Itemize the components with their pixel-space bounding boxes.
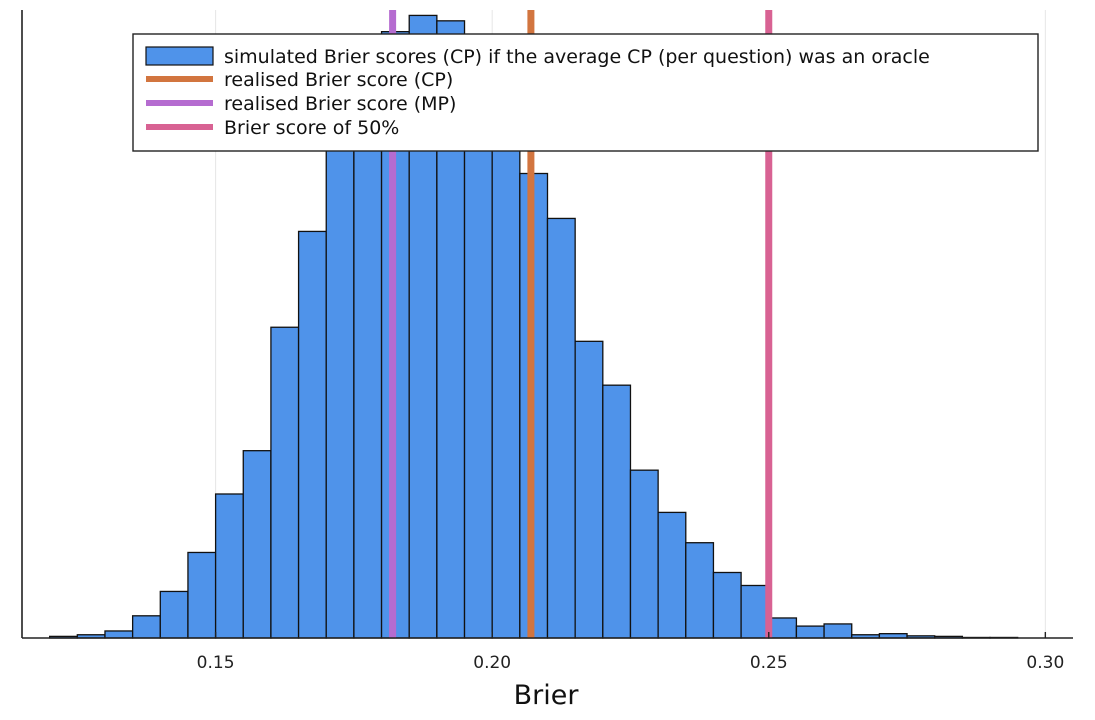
histogram-bar-6 (214, 493, 244, 639)
x-tick-label-1: 0.20 (473, 653, 511, 673)
histogram-bar-21 (629, 469, 659, 639)
legend-label-mp: realised Brier score (MP) (224, 93, 456, 115)
legend-swatch-histogram (145, 46, 214, 66)
histogram-bar-10 (325, 95, 355, 639)
axes (21, 10, 1073, 639)
histogram-bar-24 (712, 571, 742, 639)
x-tick-label-0: 0.15 (197, 653, 235, 673)
x-axis-title: Brier (514, 680, 580, 711)
histogram-bar-27 (795, 625, 825, 639)
legend-label-50pct: Brier score of 50% (224, 117, 399, 139)
histogram-bar-22 (657, 511, 687, 639)
histogram-bar-26 (768, 617, 798, 639)
histogram-bar-23 (685, 542, 715, 639)
histogram-bar-4 (159, 590, 189, 639)
x-ticks: 0.15 0.20 0.25 0.30 (197, 632, 1064, 673)
histogram-bar-25 (740, 584, 770, 639)
legend: simulated Brier scores (CP) if the avera… (132, 33, 1039, 152)
histogram-bars (49, 14, 1019, 639)
histogram-bar-8 (270, 326, 300, 639)
histogram-bar-28 (823, 623, 853, 639)
histogram-bar-18 (546, 217, 576, 639)
histogram-bar-16 (491, 68, 521, 639)
x-tick-label-3: 0.30 (1026, 653, 1064, 673)
histogram-bar-19 (574, 340, 604, 639)
histogram-bar-20 (602, 384, 632, 639)
histogram-bar-7 (242, 450, 272, 639)
x-tick-label-2: 0.25 (750, 653, 788, 673)
histogram-bar-9 (297, 230, 327, 639)
legend-label-histogram: simulated Brier scores (CP) if the avera… (224, 46, 930, 68)
histogram-bar-3 (131, 615, 161, 639)
histogram-bar-5 (187, 551, 217, 639)
legend-label-cp: realised Brier score (CP) (224, 69, 453, 91)
histogram-bar-2 (104, 630, 134, 639)
legend-box (132, 33, 1039, 152)
